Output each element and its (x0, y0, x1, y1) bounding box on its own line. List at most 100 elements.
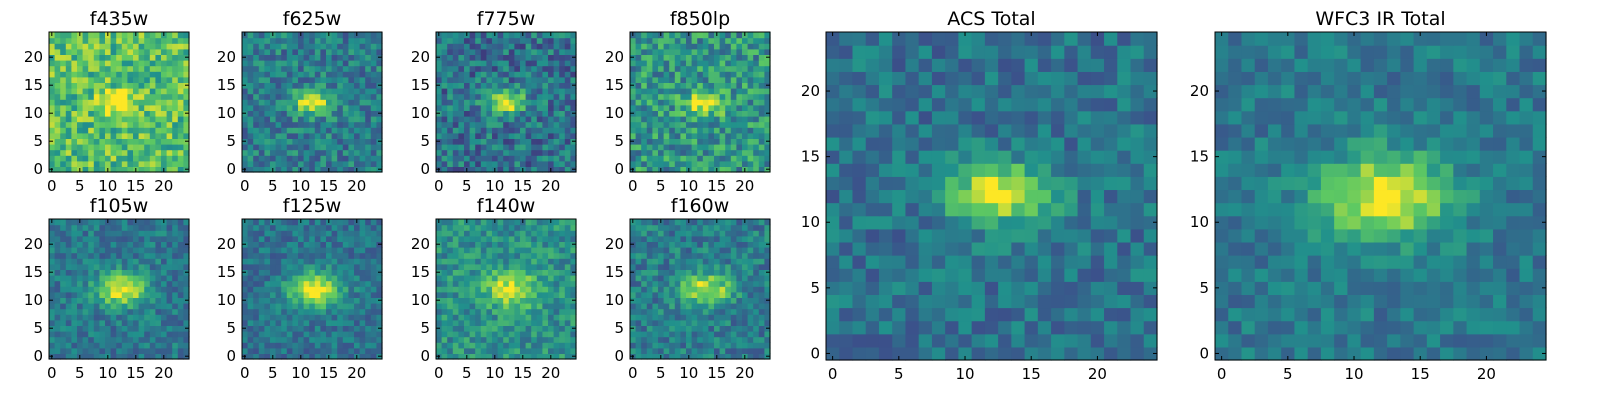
heatmap-cell (464, 325, 471, 332)
heatmap-cell (161, 280, 168, 287)
heatmap-cell (441, 314, 448, 321)
heatmap-cell (77, 60, 84, 67)
heatmap-cell (475, 252, 482, 259)
heatmap-cell (719, 104, 726, 111)
heatmap-cell (298, 331, 305, 338)
heatmap-cell (359, 291, 366, 298)
heatmap-cell (93, 336, 100, 343)
heatmap-cell (247, 342, 254, 349)
heatmap-cell (264, 291, 271, 298)
heatmap-cell (447, 235, 454, 242)
heatmap-cell (326, 331, 333, 338)
heatmap-cell (730, 149, 737, 156)
heatmap-cell (725, 336, 732, 343)
heatmap-cell (697, 121, 704, 128)
heatmap-cell (370, 160, 377, 167)
heatmap-cell (747, 303, 754, 310)
heatmap-cell (121, 99, 128, 106)
heatmap-cell (370, 275, 377, 282)
heatmap-cell (370, 76, 377, 83)
heatmap-cell (149, 32, 156, 39)
heatmap-cell (542, 252, 549, 259)
heatmap-cell (559, 291, 566, 298)
heatmap-cell (508, 43, 515, 50)
heatmap-cell (71, 76, 78, 83)
heatmap-cell (458, 144, 465, 151)
heatmap-cell (764, 121, 771, 128)
heatmap-cell (177, 319, 184, 326)
heatmap-cell (314, 325, 321, 332)
heatmap-cell (303, 297, 310, 304)
heatmap-cell (531, 144, 538, 151)
heatmap-cell (452, 88, 459, 95)
heatmap-cell (691, 331, 698, 338)
heatmap-cell (60, 291, 67, 298)
heatmap-cell (548, 144, 555, 151)
heatmap-cell (697, 82, 704, 89)
heatmap-cell (370, 88, 377, 95)
heatmap-cell (365, 60, 372, 67)
heatmap-cell (475, 132, 482, 139)
heatmap-cell (110, 155, 117, 162)
heatmap-cell (326, 65, 333, 72)
heatmap-cell (326, 308, 333, 315)
heatmap-cell (458, 241, 465, 248)
heatmap-cell (281, 65, 288, 72)
heatmap-cell (702, 325, 709, 332)
heatmap-cell (82, 308, 89, 315)
heatmap-cell (105, 331, 112, 338)
heatmap-cell (54, 43, 61, 50)
heatmap-cell (553, 230, 560, 237)
heatmap-cell (714, 60, 721, 67)
heatmap-cell (275, 99, 282, 106)
heatmap-cell (630, 121, 637, 128)
heatmap-cell (116, 280, 123, 287)
heatmap-cell (570, 286, 577, 293)
heatmap-cell (508, 303, 515, 310)
heatmap-cell (436, 144, 443, 151)
heatmap-cell (503, 32, 510, 39)
heatmap-cell (121, 121, 128, 128)
heatmap-cell (669, 110, 676, 117)
heatmap-cell (452, 297, 459, 304)
heatmap-cell (54, 258, 61, 265)
heatmap-cell (447, 331, 454, 338)
heatmap-cell (646, 99, 653, 106)
heatmap-cell (564, 258, 571, 265)
heatmap-cell (93, 219, 100, 226)
heatmap-cell (183, 37, 190, 44)
heatmap-cell (686, 347, 693, 354)
x-tick-label: 15 (319, 364, 338, 382)
heatmap-cell (177, 269, 184, 276)
heatmap-cell (82, 319, 89, 326)
heatmap-cell (736, 303, 743, 310)
heatmap-cell (264, 347, 271, 354)
heatmap-cell (669, 144, 676, 151)
heatmap-cell (525, 235, 532, 242)
heatmap-cell (531, 110, 538, 117)
heatmap-cell (253, 65, 260, 72)
heatmap-cell (133, 160, 140, 167)
heatmap-cell (65, 247, 72, 254)
heatmap-cell (161, 275, 168, 282)
heatmap-cell (475, 166, 482, 173)
heatmap-cell (641, 160, 648, 167)
heatmap-cell (127, 127, 134, 134)
heatmap-cell (309, 252, 316, 259)
heatmap-cell (753, 308, 760, 315)
heatmap-cell (508, 319, 515, 326)
heatmap-cell (275, 241, 282, 248)
heatmap-cell (686, 37, 693, 44)
heatmap-cell (469, 230, 476, 237)
heatmap-cell (127, 82, 134, 89)
heatmap-cell (686, 303, 693, 310)
heatmap-cell (365, 325, 372, 332)
heatmap-cell (708, 88, 715, 95)
heatmap-cell (564, 314, 571, 321)
heatmap-cell (652, 319, 659, 326)
heatmap-cell (342, 280, 349, 287)
heatmap-cell (652, 71, 659, 78)
heatmap-cell (93, 331, 100, 338)
heatmap-cell (93, 275, 100, 282)
heatmap-cell (127, 88, 134, 95)
